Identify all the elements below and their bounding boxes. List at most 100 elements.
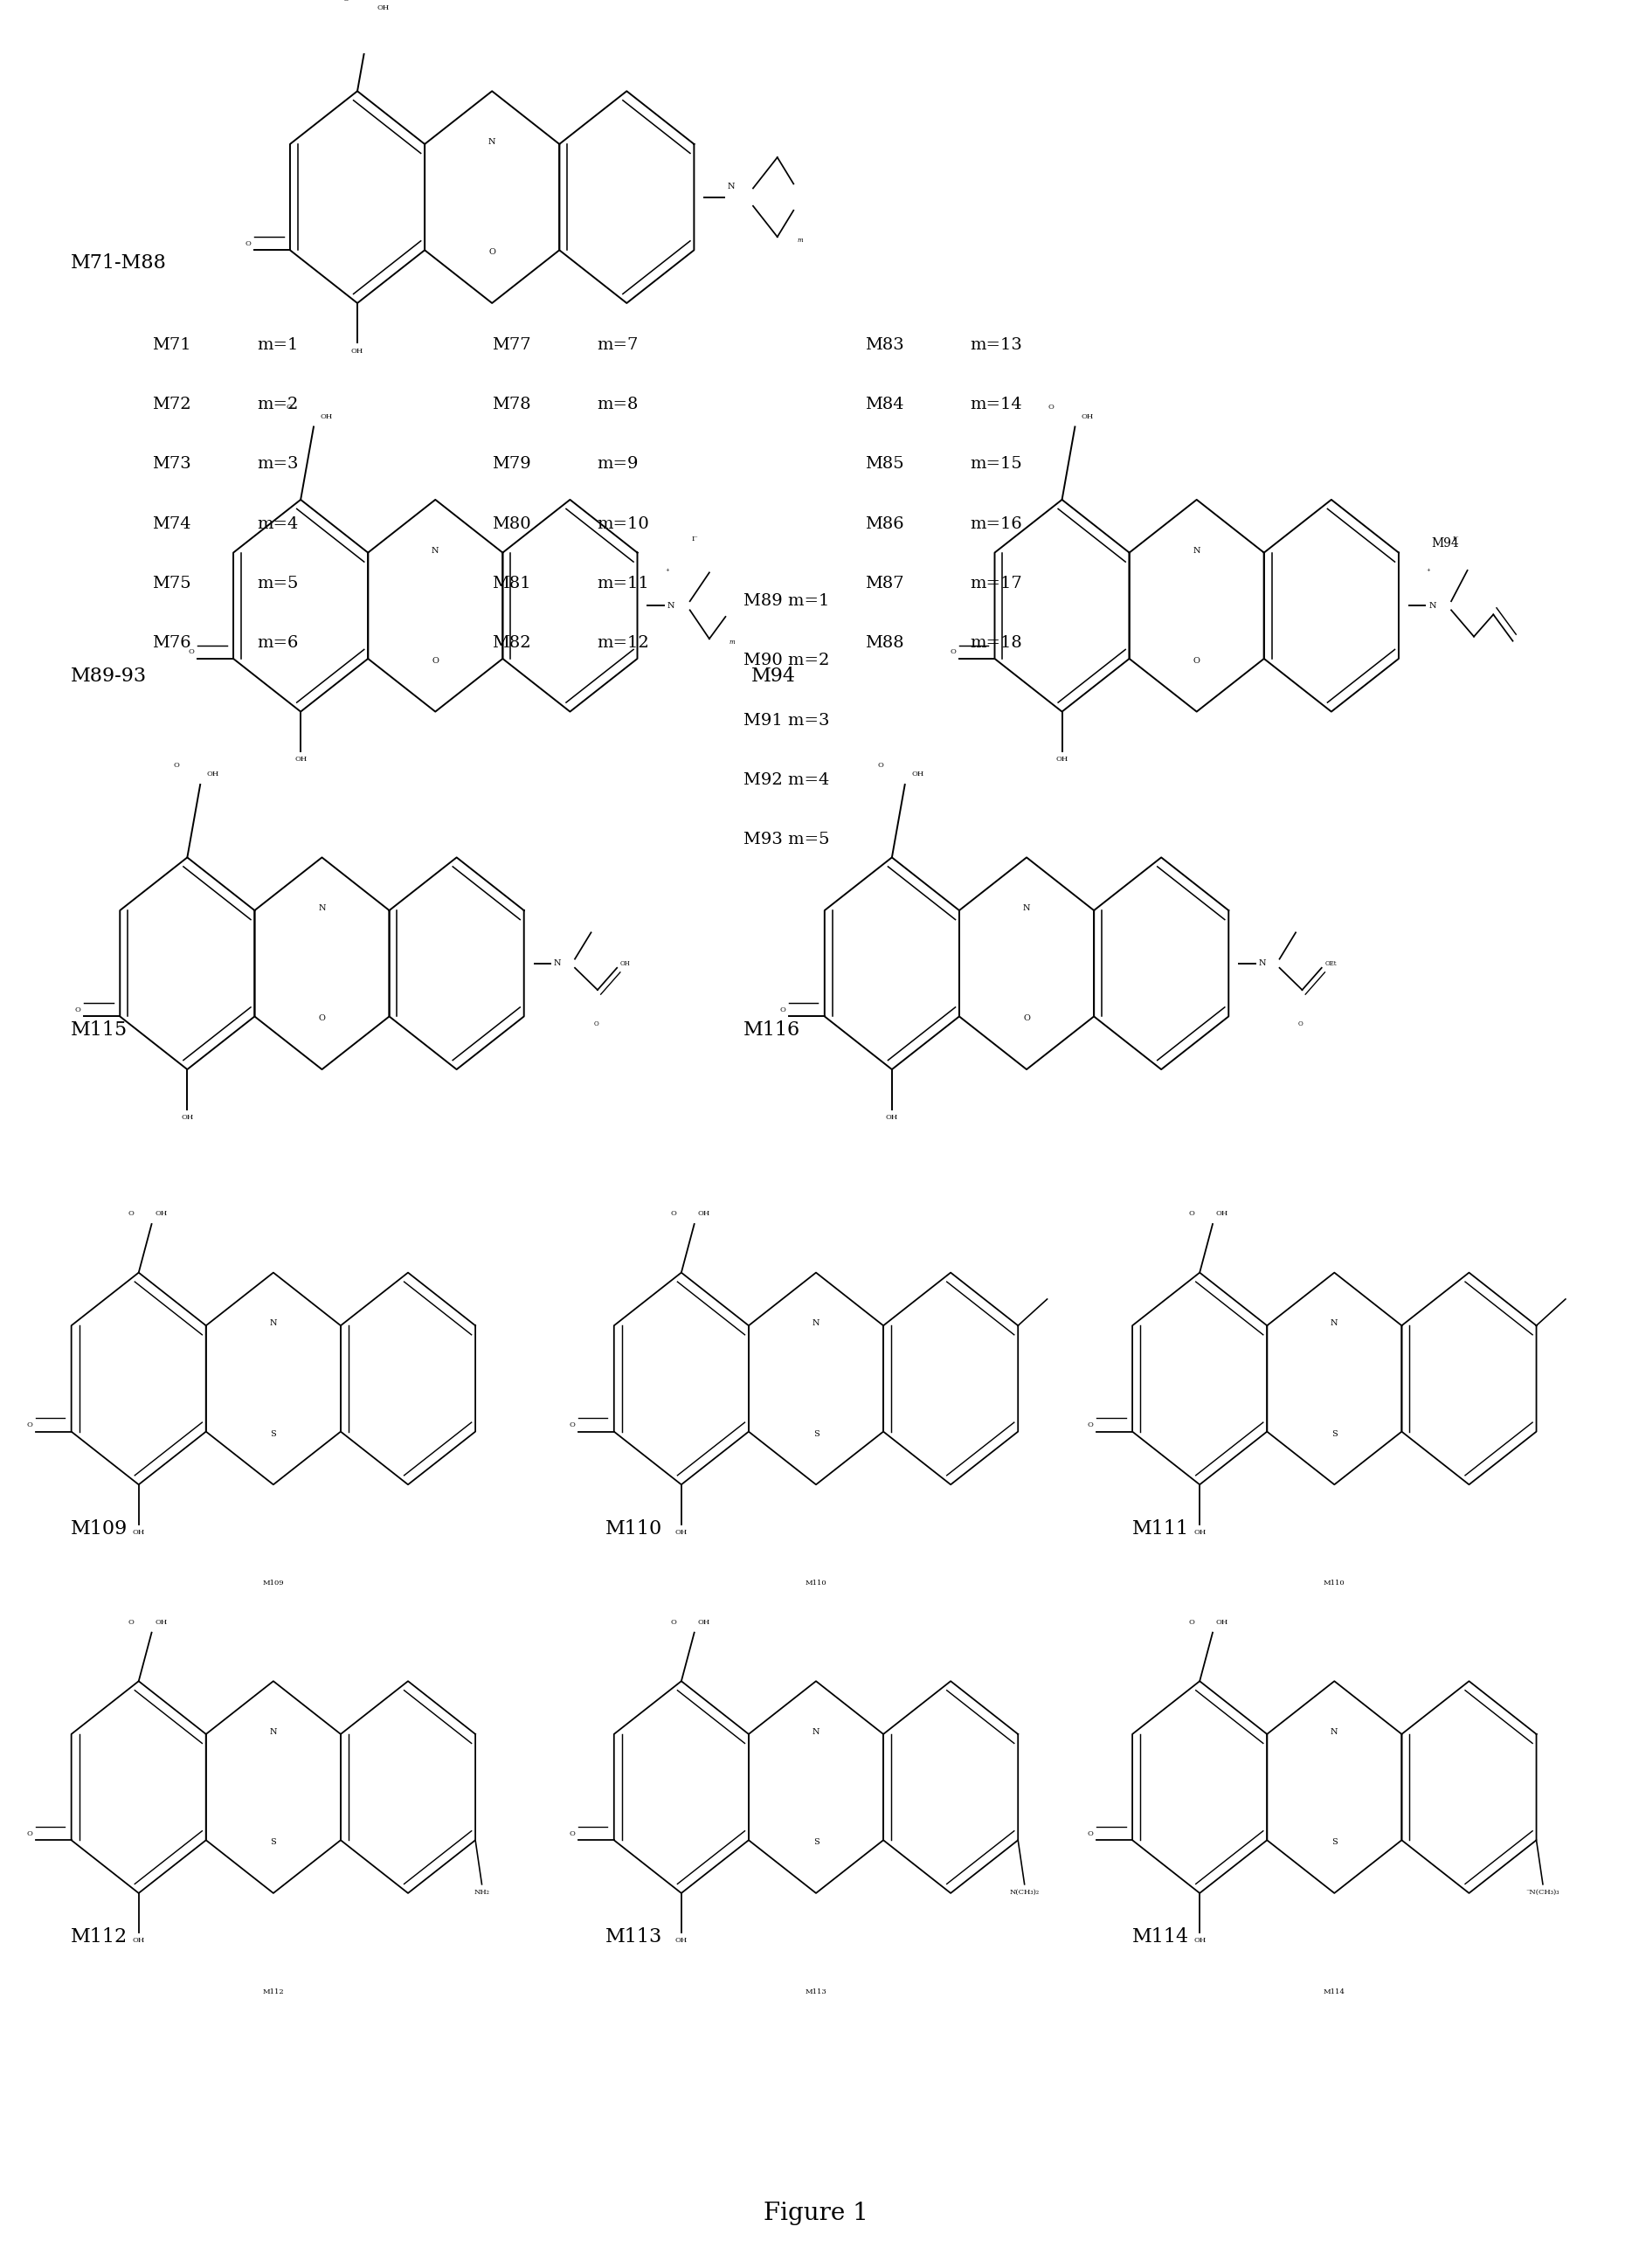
Polygon shape — [341, 1272, 475, 1486]
Text: O: O — [1188, 1211, 1195, 1218]
Text: m=2: m=2 — [258, 397, 299, 413]
Polygon shape — [1266, 1272, 1402, 1486]
Text: S: S — [813, 1429, 819, 1438]
Polygon shape — [424, 91, 560, 304]
Text: N: N — [1023, 905, 1030, 912]
Text: ⁻N(CH₃)₃: ⁻N(CH₃)₃ — [1526, 1889, 1560, 1896]
Text: N: N — [269, 1320, 277, 1327]
Text: Figure 1: Figure 1 — [764, 2202, 868, 2225]
Polygon shape — [233, 499, 367, 712]
Text: OH: OH — [886, 1114, 898, 1120]
Text: M85: M85 — [865, 456, 904, 472]
Text: M114: M114 — [1133, 1928, 1188, 1946]
Text: M72: M72 — [152, 397, 191, 413]
Polygon shape — [1402, 1272, 1536, 1486]
Text: M110: M110 — [805, 1581, 827, 1588]
Text: M88: M88 — [865, 635, 904, 651]
Polygon shape — [119, 857, 255, 1070]
Text: M75: M75 — [152, 576, 191, 592]
Text: O: O — [594, 1021, 599, 1027]
Text: M79: M79 — [491, 456, 530, 472]
Text: M109: M109 — [70, 1520, 127, 1538]
Text: M78: M78 — [491, 397, 530, 413]
Polygon shape — [614, 1681, 749, 1894]
Text: O: O — [1087, 1422, 1093, 1429]
Text: O: O — [1048, 404, 1054, 411]
Text: OH: OH — [181, 1114, 194, 1120]
Polygon shape — [72, 1681, 206, 1894]
Polygon shape — [341, 1681, 475, 1894]
Text: +: + — [1426, 569, 1431, 572]
Text: S: S — [813, 1839, 819, 1846]
Polygon shape — [290, 91, 424, 304]
Text: m=9: m=9 — [597, 456, 638, 472]
Polygon shape — [614, 1272, 749, 1486]
Text: O: O — [26, 1830, 33, 1837]
Text: O: O — [343, 0, 349, 2]
Polygon shape — [1265, 499, 1399, 712]
Text: m=11: m=11 — [597, 576, 650, 592]
Text: M112: M112 — [70, 1928, 127, 1946]
Text: m=4: m=4 — [258, 517, 299, 531]
Text: O: O — [127, 1619, 134, 1626]
Text: O: O — [488, 247, 496, 256]
Text: N: N — [1330, 1728, 1338, 1735]
Text: OH: OH — [1216, 1211, 1229, 1218]
Text: m=13: m=13 — [969, 338, 1022, 354]
Text: m: m — [796, 236, 803, 245]
Text: N: N — [1330, 1320, 1338, 1327]
Text: M92 m=4: M92 m=4 — [743, 773, 829, 787]
Polygon shape — [503, 499, 638, 712]
Text: OH: OH — [207, 771, 219, 778]
Text: m=16: m=16 — [969, 517, 1022, 531]
Text: M84: M84 — [865, 397, 904, 413]
Text: M113: M113 — [805, 1989, 827, 1996]
Polygon shape — [883, 1272, 1018, 1486]
Text: m=15: m=15 — [969, 456, 1022, 472]
Polygon shape — [749, 1681, 883, 1894]
Text: M112: M112 — [263, 1989, 284, 1996]
Text: M77: M77 — [491, 338, 530, 354]
Text: OH: OH — [1082, 413, 1093, 420]
Text: I⁻: I⁻ — [692, 535, 698, 542]
Text: OH: OH — [676, 1937, 687, 1944]
Text: O: O — [287, 404, 292, 411]
Polygon shape — [72, 1272, 206, 1486]
Text: O: O — [671, 1211, 677, 1218]
Text: OH: OH — [351, 347, 364, 354]
Text: N: N — [318, 905, 326, 912]
Text: O: O — [671, 1619, 677, 1626]
Polygon shape — [1133, 1272, 1266, 1486]
Text: S: S — [271, 1429, 276, 1438]
Text: O: O — [26, 1422, 33, 1429]
Text: N(CH₃)₂: N(CH₃)₂ — [1010, 1889, 1040, 1896]
Text: M89-93: M89-93 — [70, 667, 147, 685]
Text: N: N — [553, 959, 561, 968]
Text: OH: OH — [676, 1529, 687, 1535]
Text: OH: OH — [155, 1619, 168, 1626]
Text: M115: M115 — [70, 1021, 127, 1039]
Text: OH: OH — [697, 1211, 710, 1218]
Text: N: N — [1428, 601, 1436, 610]
Text: S: S — [271, 1839, 276, 1846]
Text: OH: OH — [132, 1529, 145, 1535]
Text: M71-M88: M71-M88 — [70, 254, 166, 272]
Text: I⁻: I⁻ — [1452, 535, 1459, 542]
Text: N: N — [667, 601, 674, 610]
Text: M111: M111 — [1133, 1520, 1188, 1538]
Text: m=3: m=3 — [258, 456, 299, 472]
Text: M116: M116 — [743, 1021, 800, 1039]
Polygon shape — [883, 1681, 1018, 1894]
Text: m=10: m=10 — [597, 517, 650, 531]
Text: m=14: m=14 — [969, 397, 1022, 413]
Text: OH: OH — [911, 771, 924, 778]
Text: m=12: m=12 — [597, 635, 650, 651]
Polygon shape — [749, 1272, 883, 1486]
Polygon shape — [1266, 1681, 1402, 1894]
Text: O: O — [173, 762, 180, 769]
Text: M94: M94 — [1431, 538, 1459, 549]
Text: O: O — [950, 649, 956, 655]
Text: m=7: m=7 — [597, 338, 638, 354]
Polygon shape — [255, 857, 390, 1070]
Polygon shape — [206, 1272, 341, 1486]
